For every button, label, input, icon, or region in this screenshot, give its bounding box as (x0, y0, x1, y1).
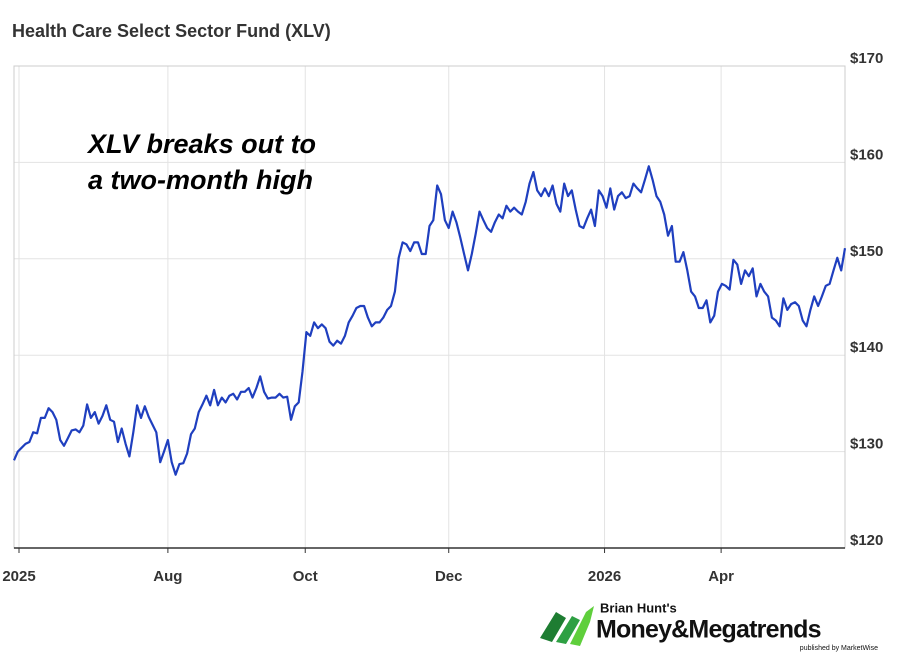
chart-title: Health Care Select Sector Fund (XLV) (12, 21, 331, 41)
plot-area: $120 $130 $140 $150 $160 $170 2025 Aug Oct Dec 202… (2, 50, 883, 585)
y-tick-label: $150 (850, 243, 883, 260)
annotation: XLV breaks out to (86, 129, 316, 159)
logo: Brian Hunt's Money&Megatrends published … (540, 600, 878, 652)
logo-shape (556, 616, 580, 644)
annotation: a two-month high (88, 165, 313, 195)
y-tick-label: $170 (850, 50, 883, 67)
x-tick-label: Dec (435, 568, 463, 585)
logo-shape (540, 612, 566, 642)
x-tick-label: 2025 (2, 568, 35, 585)
y-tick-label: $120 (850, 532, 883, 549)
logo-publisher: published by MarketWise (800, 645, 878, 652)
y-tick-label: $160 (850, 146, 883, 163)
logo-byline: Brian Hunt's (600, 600, 677, 615)
logo-shape (570, 606, 594, 646)
x-tick-label: Aug (153, 568, 182, 585)
x-tick-label: 2026 (588, 568, 621, 585)
y-tick-label: $140 (850, 339, 883, 356)
x-tick-label: Oct (293, 568, 318, 585)
price-line (12, 165, 847, 476)
logo-name: Money&Megatrends (596, 616, 821, 644)
x-tick-label: Apr (708, 568, 734, 585)
y-tick-label: $130 (850, 436, 883, 453)
